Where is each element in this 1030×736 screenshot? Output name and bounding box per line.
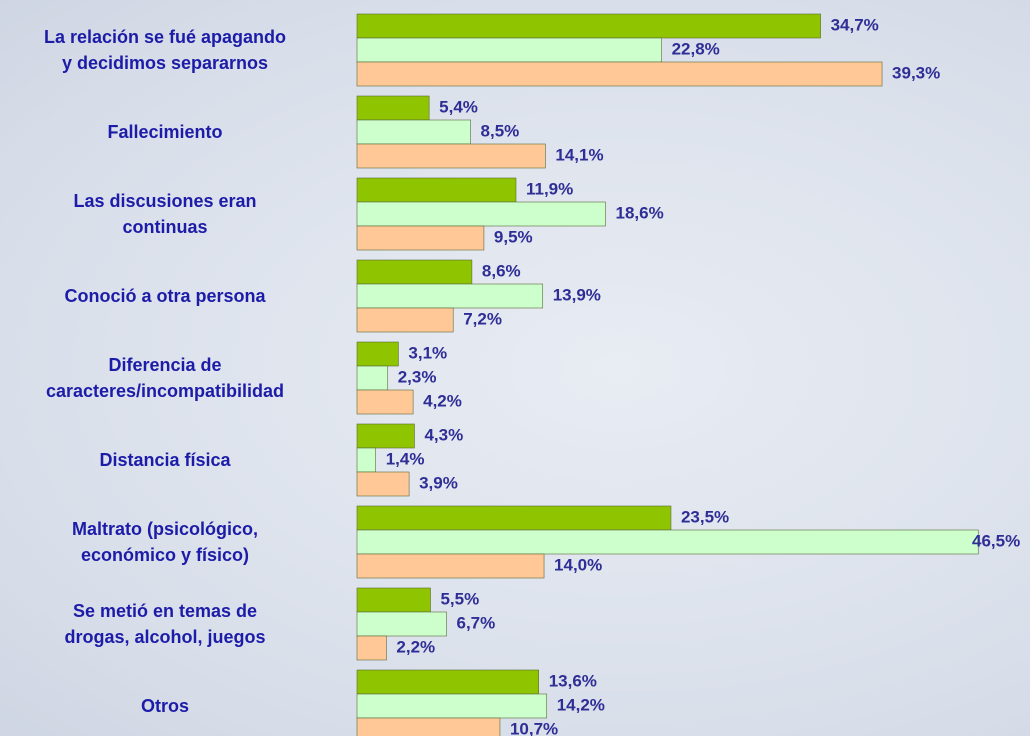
bar (356, 423, 415, 449)
value-label: 9,5% (494, 227, 533, 246)
bar (356, 717, 501, 736)
value-label: 8,5% (481, 121, 520, 140)
bar (356, 587, 431, 613)
value-label: 18,6% (615, 203, 663, 222)
value-label: 3,1% (408, 343, 447, 362)
bar (356, 447, 377, 473)
bar (356, 61, 883, 87)
value-label: 5,5% (440, 589, 479, 608)
category-label: Distancia física (99, 450, 231, 470)
bar (356, 95, 430, 121)
bar (356, 505, 672, 531)
category-label: Diferencia de caracteres/incompatibilida… (45, 355, 285, 401)
category-label: Conoció a otra persona (64, 286, 266, 306)
category-label: Maltrato (psicológico, económico y físic… (71, 519, 258, 565)
category-label: Se metió en temas de drogas, alcohol, ju… (64, 601, 266, 647)
value-label: 8,6% (482, 261, 521, 280)
bar (356, 201, 606, 227)
bar (356, 13, 821, 39)
value-label: 10,7% (510, 719, 558, 736)
value-label: 6,7% (457, 613, 496, 632)
category-label: Otros (140, 696, 189, 716)
bar (356, 389, 414, 415)
value-label: 13,9% (553, 285, 601, 304)
value-label: 2,2% (396, 637, 435, 656)
category-label: Fallecimiento (107, 122, 223, 142)
bar (356, 119, 471, 145)
bar (356, 365, 389, 391)
value-label: 5,4% (439, 97, 478, 116)
value-label: 7,2% (463, 309, 502, 328)
value-label: 39,3% (892, 63, 940, 82)
bar (356, 283, 544, 309)
bar (356, 635, 387, 661)
value-label: 13,6% (549, 671, 597, 690)
bar (356, 669, 539, 695)
value-label: 2,3% (398, 367, 437, 386)
bar (356, 37, 662, 63)
value-label: 23,5% (681, 507, 729, 526)
value-label: 4,3% (424, 425, 463, 444)
category-label: Las discusiones eran continuas (73, 191, 257, 237)
value-label: 14,1% (555, 145, 603, 164)
value-label: 46,5% (972, 531, 1020, 550)
bar (356, 341, 399, 367)
category-label: La relación se fué apagando y decidimos … (43, 27, 287, 73)
value-label: 1,4% (386, 449, 425, 468)
value-label: 34,7% (831, 15, 879, 34)
bar (356, 307, 454, 333)
bar (356, 225, 485, 251)
bar (356, 471, 410, 497)
bar (356, 259, 473, 285)
value-label: 22,8% (672, 39, 720, 58)
bar (356, 693, 548, 719)
value-label: 4,2% (423, 391, 462, 410)
value-label: 14,2% (557, 695, 605, 714)
value-label: 11,9% (526, 179, 573, 198)
bar (356, 143, 546, 169)
value-label: 14,0% (554, 555, 602, 574)
bar (356, 611, 447, 637)
bar (356, 529, 979, 555)
value-label: 3,9% (419, 473, 458, 492)
bar (356, 553, 545, 579)
bar (356, 177, 517, 203)
